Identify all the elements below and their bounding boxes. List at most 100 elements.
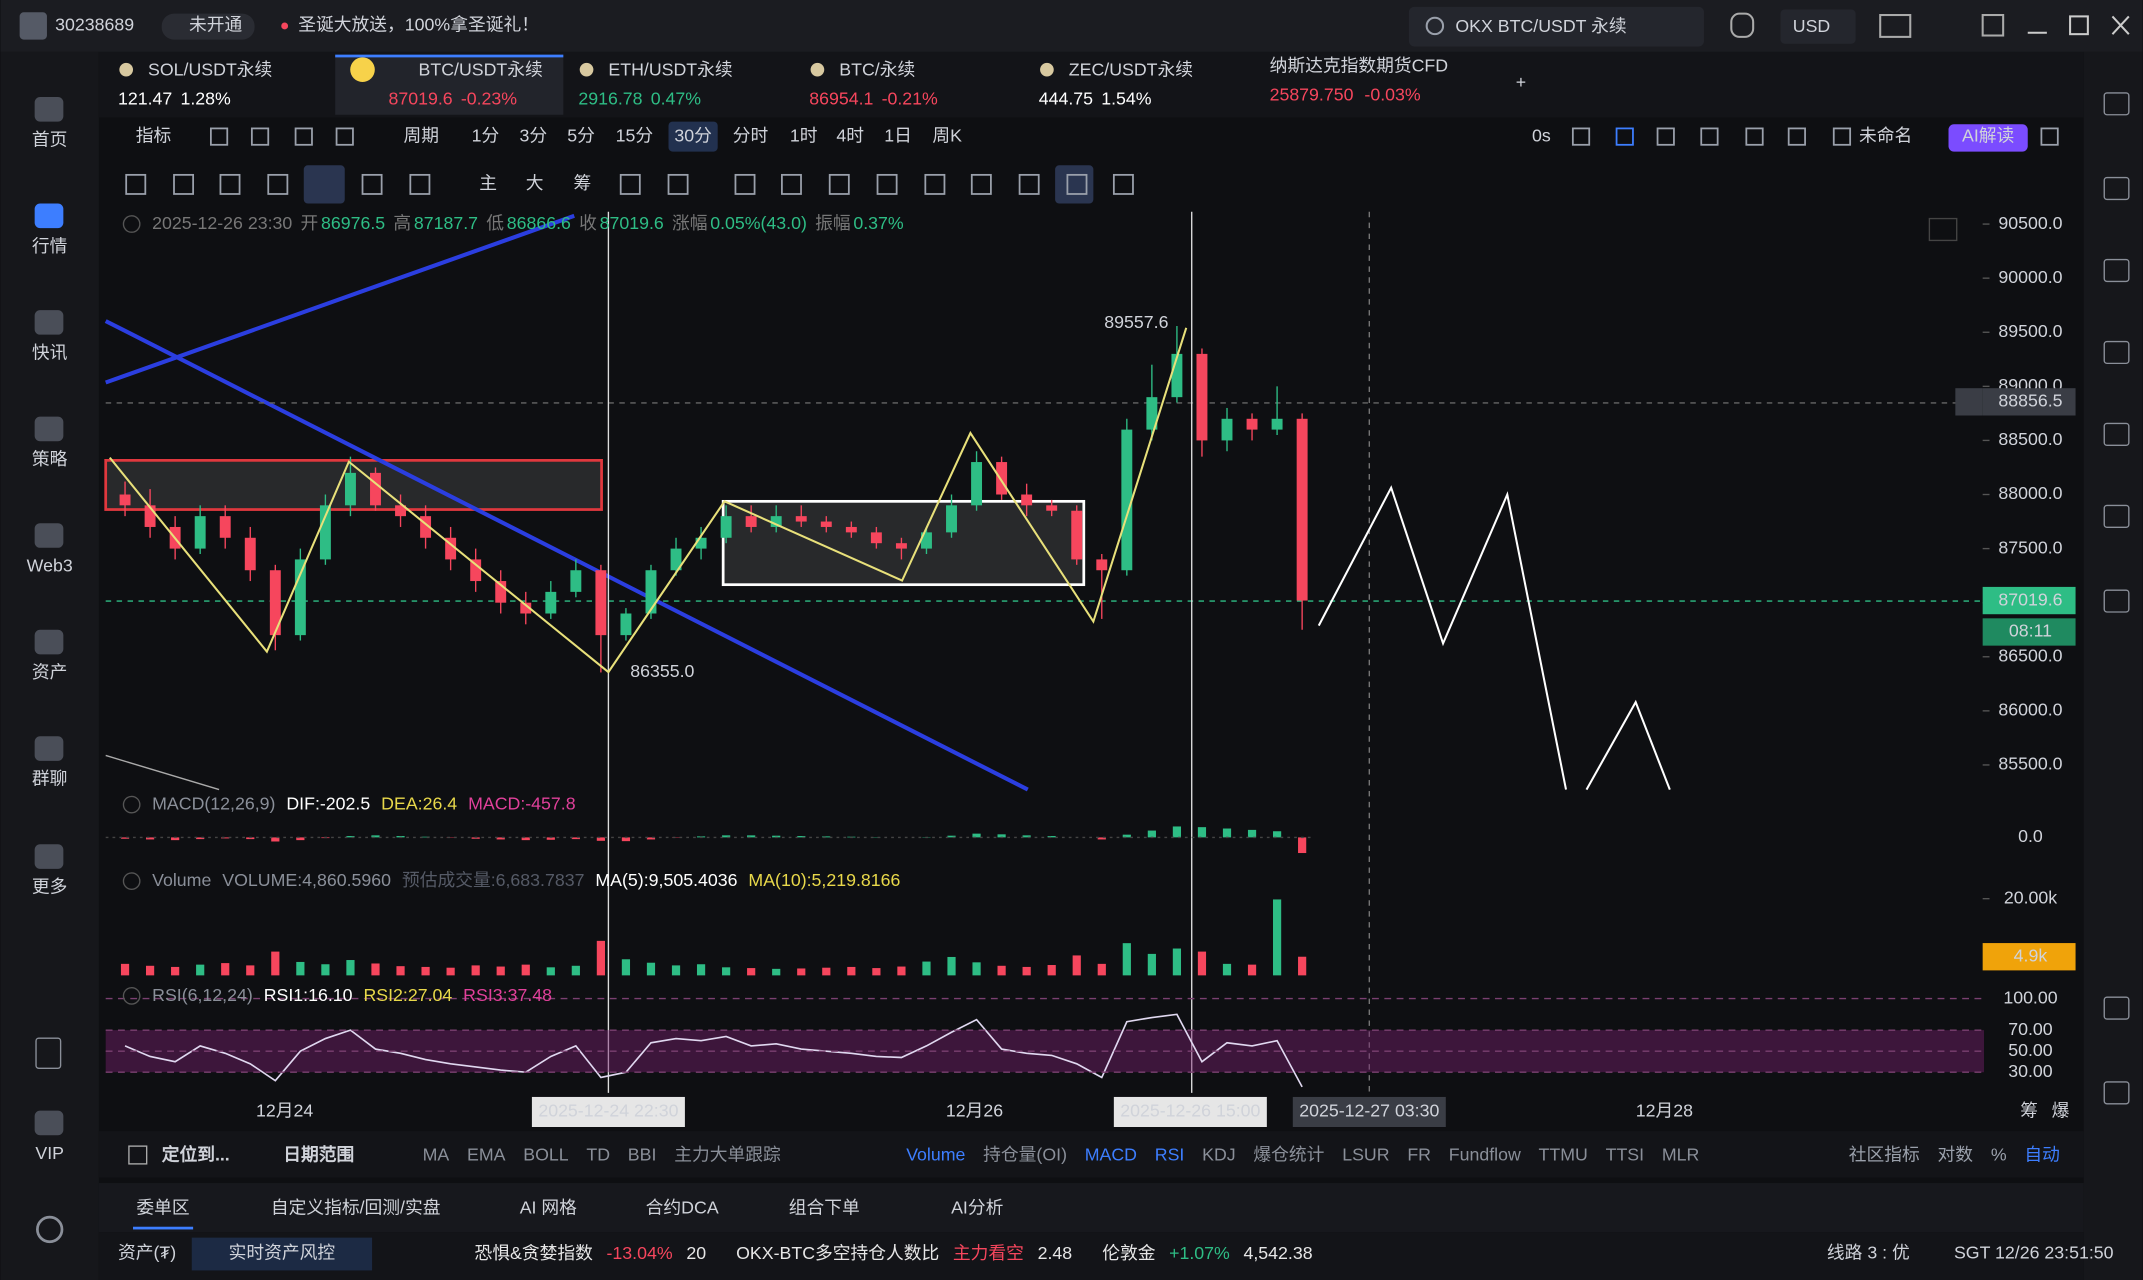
toolbar-item[interactable]: 30分 [674,125,712,145]
sidebar-label[interactable]: VIP [35,1143,64,1163]
toolbar-item[interactable]: 5分 [567,125,595,145]
ticker-name[interactable]: BTC/永续 [839,60,915,80]
sidebar-label[interactable]: 快讯 [32,342,68,362]
right-icon[interactable] [2103,92,2130,116]
tool-icon[interactable] [173,173,195,195]
search-box[interactable] [1408,6,1704,47]
expand-icon[interactable] [1928,217,1958,242]
currency-box[interactable] [1780,9,1856,44]
indicator-item[interactable]: 社区指标 [1849,1144,1920,1164]
toolbar-item[interactable]: 1日 [884,125,912,145]
toolbar-item[interactable]: 1时 [790,125,818,145]
tool-icon[interactable] [781,173,802,195]
indicator-item[interactable]: 主力大单跟踪 [674,1144,781,1164]
tool-icon[interactable] [970,173,992,195]
toolbar-item[interactable]: 指标 [136,125,172,145]
tool-icon[interactable] [667,173,689,195]
pane-toggle[interactable] [122,795,141,814]
sidebar-icon[interactable] [34,629,64,655]
tab[interactable]: 委单区 [136,1198,189,1218]
toolbar-item[interactable]: 15分 [616,125,654,145]
tool-icon[interactable] [1700,127,1719,146]
sidebar-label[interactable]: 更多 [32,877,68,897]
indicator-item[interactable]: Volume [906,1144,965,1164]
ticker-name[interactable]: ETH/USDT永续 [608,60,732,80]
tool-icon[interactable] [209,127,229,146]
toolbar-item[interactable]: 周K [932,125,962,145]
right-icon[interactable] [2103,340,2130,365]
locate-icon[interactable] [128,1145,148,1165]
sidebar-icon[interactable] [35,1037,62,1069]
range-button[interactable]: 日期范围 [283,1143,354,1164]
right-icon[interactable] [2103,422,2130,447]
avatar[interactable] [19,12,47,40]
tool-icon[interactable] [409,173,431,195]
maximize[interactable] [2069,15,2089,36]
tool-icon[interactable] [1832,127,1852,146]
mail-icon[interactable] [1879,14,1912,38]
ticker-name[interactable]: ZEC/USDT永续 [1069,60,1193,80]
sidebar-icon[interactable] [34,96,64,122]
tool-icon[interactable] [294,127,313,146]
tool-icon[interactable] [828,173,850,195]
sidebar-label[interactable]: 首页 [32,129,68,149]
draw-tool[interactable]: 主 [479,173,497,193]
toolbar-item[interactable]: 4时 [836,125,864,145]
tool-icon[interactable] [250,127,270,146]
pin-icon[interactable] [1981,14,2005,37]
risk-button[interactable]: 实时资产风控 [229,1243,336,1263]
tool-icon[interactable] [2040,127,2059,146]
indicator-item[interactable]: TD [586,1144,610,1164]
sidebar-icon[interactable] [34,416,64,442]
toolbar-right[interactable]: 未命名 [1859,125,1912,145]
sidebar-icon[interactable] [34,736,64,761]
toolbar-right[interactable]: AI解读 [1962,125,2015,145]
tool-icon[interactable] [125,173,147,195]
bell-icon[interactable] [1730,12,1755,38]
indicator-item[interactable]: Fundflow [1449,1144,1521,1164]
indicator-item[interactable]: KDJ [1202,1144,1236,1164]
indicator-item[interactable]: EMA [467,1144,506,1164]
indicator-item[interactable]: 持仓量(OI) [983,1144,1067,1164]
indicator-item[interactable]: 自动 [2024,1144,2060,1164]
pane-toggle[interactable] [122,986,141,1005]
indicator-item[interactable]: TTSI [1606,1144,1644,1164]
indicator-item[interactable]: RSI [1155,1144,1185,1164]
indicator-item[interactable]: 对数 [1938,1144,1974,1164]
toolbar-item[interactable]: 分时 [733,125,769,145]
asset-label[interactable]: 资产(₮) [118,1243,176,1263]
draw-tool[interactable]: 大 [526,173,544,193]
close[interactable] [2111,15,2130,35]
tool-icon[interactable] [1656,127,1675,146]
risk-bg[interactable] [191,1237,373,1271]
ticker-name[interactable]: SOL/USDT永续 [148,60,272,80]
tool-icon[interactable] [361,173,383,195]
tool-icon[interactable] [876,173,898,195]
header-toggle[interactable] [122,215,141,233]
currency[interactable]: USD [1793,16,1830,36]
promo-text[interactable]: 圣诞大放送，100%拿圣诞礼！ [298,14,539,35]
sidebar-label[interactable]: Web3 [27,556,73,576]
right-icon[interactable] [2103,1081,2130,1105]
ticker-name[interactable]: 纳斯达克指数期货CFD [1270,56,1448,76]
draw-tool[interactable]: 筹 [574,173,592,193]
ticker-name[interactable]: BTC/USDT永续 [419,60,543,80]
indicator-item[interactable]: BBI [628,1144,657,1164]
toolbar-item[interactable]: 周期 [403,125,439,145]
sidebar-icon[interactable] [34,844,64,869]
indicator-item[interactable]: BOLL [523,1144,569,1164]
pane-toggle[interactable] [122,872,141,890]
toolbar-item[interactable]: 3分 [519,125,547,145]
tool-icon[interactable] [1018,173,1040,195]
tool-icon[interactable] [1066,173,1088,195]
tool-icon[interactable] [219,173,241,195]
settings-icon[interactable] [36,1215,64,1244]
sidebar-icon[interactable] [34,310,64,335]
tool-icon[interactable] [1112,173,1134,195]
add-tab[interactable]: + [1516,72,1526,92]
locate-button[interactable]: 定位到... [162,1143,230,1164]
sidebar-icon[interactable] [34,203,64,229]
sidebar-icon[interactable] [34,1110,64,1136]
right-icon[interactable] [2103,258,2130,283]
tab[interactable]: 合约DCA [646,1198,719,1218]
